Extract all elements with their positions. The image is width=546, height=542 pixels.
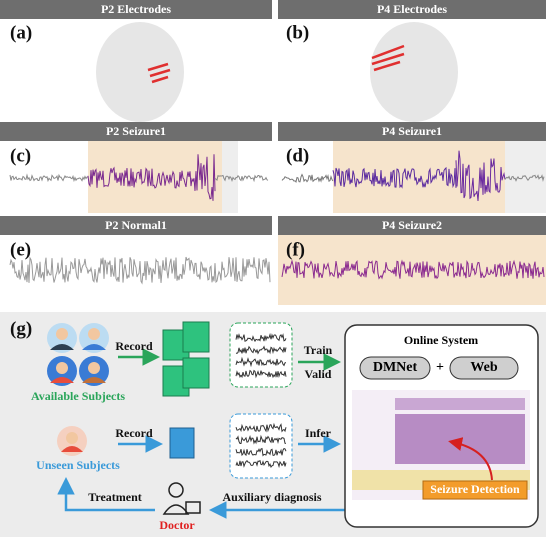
brain [96, 22, 184, 122]
waveform [235, 369, 287, 379]
unseen-subjects: Unseen Subjects [36, 458, 120, 472]
waveform [235, 332, 287, 343]
waveform [235, 356, 287, 368]
arrow [448, 437, 493, 481]
panel-title: P4 Electrodes [377, 2, 447, 16]
web-name: Web [470, 360, 497, 375]
doctor-icon [162, 504, 190, 515]
panel-title: P2 Electrodes [101, 2, 171, 16]
waveform [9, 256, 271, 285]
panel-title: P4 Seizure1 [382, 124, 442, 138]
arrow-label: Record [115, 426, 153, 440]
seizure-detection: Seizure Detection [430, 482, 520, 496]
model-name: DMNet [373, 360, 418, 375]
subjects-icon [47, 323, 109, 386]
panel-header [278, 0, 546, 19]
panel-tag: (f) [286, 239, 305, 260]
panel-header [0, 122, 272, 141]
panel-header [278, 122, 546, 141]
panel-header [0, 0, 272, 19]
waveform [214, 174, 269, 183]
panel-tag: (g) [10, 318, 32, 339]
electrodes [147, 62, 171, 84]
waveform [87, 154, 216, 201]
unseen-icon [66, 432, 78, 444]
panel-tag: (b) [286, 22, 309, 43]
waveform [281, 259, 545, 280]
top-panels: P2 Electrodes P4 Electrodes (a) (b) P2 S… [0, 0, 546, 305]
brain [370, 22, 458, 122]
online-system-title: Online System [404, 333, 478, 347]
doctor-icon [168, 482, 184, 498]
panel-title: P2 Seizure1 [106, 124, 166, 138]
arrow-label: Record [115, 339, 153, 353]
waveform [235, 434, 287, 445]
web-pill [449, 356, 519, 380]
arrow-label: Auxiliary diagnosis [222, 490, 321, 504]
panel-tag: (e) [10, 239, 31, 260]
electrodes [371, 44, 405, 72]
waveforms [9, 150, 545, 285]
waveform [455, 150, 506, 202]
waveform [332, 166, 457, 189]
model-pill [359, 356, 431, 380]
waveform [235, 459, 287, 469]
waveform [235, 447, 287, 457]
web-screenshot [395, 414, 525, 464]
panel-header [0, 216, 272, 235]
doctor: Doctor [159, 518, 195, 532]
waveform [235, 345, 287, 355]
record-file [169, 427, 195, 459]
arrow-label: Treatment [88, 490, 142, 504]
arrow [57, 477, 155, 512]
panel-tag: (a) [10, 22, 32, 43]
waveform [9, 173, 89, 183]
eeg-box [229, 413, 293, 479]
mini-waveforms [235, 332, 287, 469]
detection-box [422, 480, 528, 500]
arrow-label: Infer [305, 426, 332, 440]
panel-title: P4 Seizure2 [382, 218, 442, 232]
arrow-label: Valid [305, 367, 332, 381]
panel-tag: (c) [10, 145, 31, 166]
unseen-icon [61, 446, 83, 452]
plus: + [436, 360, 444, 375]
panel-header [278, 216, 546, 235]
waveform [235, 422, 287, 433]
panel-title: P2 Normal1 [105, 218, 167, 232]
waveform [504, 174, 545, 182]
seizure-region [333, 141, 505, 213]
eeg-box [229, 322, 293, 388]
panel-tag: (d) [286, 145, 309, 166]
doctor-icon [185, 501, 201, 514]
arrow-label: Train [304, 343, 333, 357]
web-screenshot [395, 398, 525, 410]
available-subjects: Available Subjects [31, 389, 125, 403]
waveform [281, 173, 334, 183]
workflow: (g) Available Subjects Unseen Subjects R… [0, 312, 546, 537]
record-files [162, 321, 210, 397]
